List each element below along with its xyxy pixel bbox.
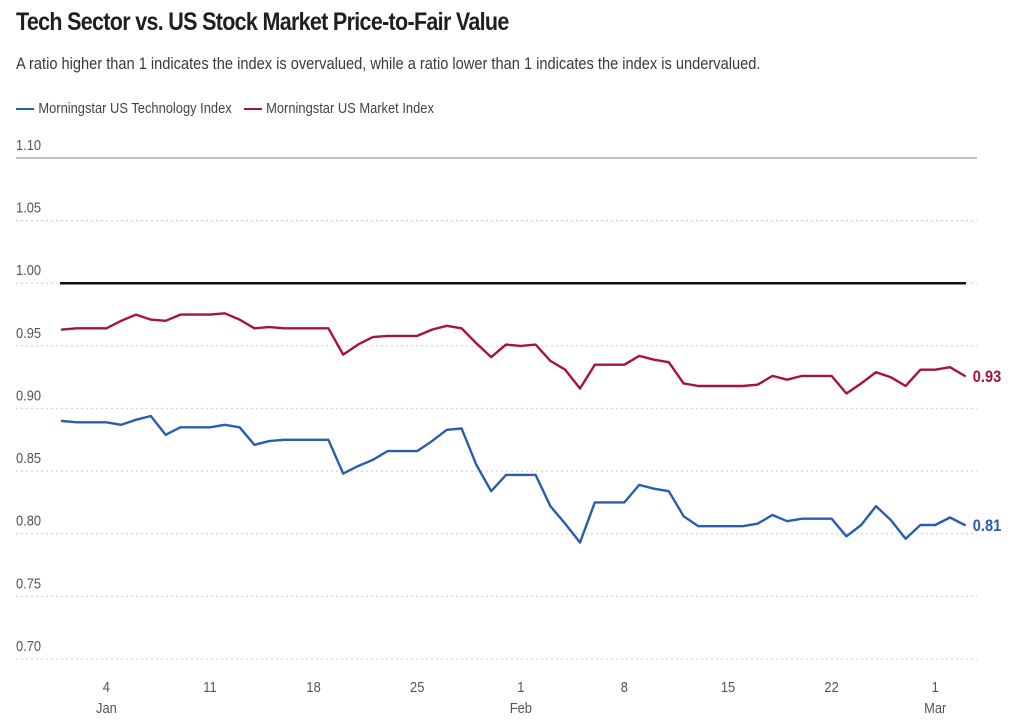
x-month-label: Jan: [96, 699, 117, 716]
y-tick-label: 1.10: [16, 136, 41, 153]
x-tick-label: 11: [203, 678, 217, 695]
y-tick-label: 0.80: [16, 512, 41, 529]
legend-swatch-market: [243, 107, 262, 110]
x-tick-label: 8: [621, 678, 628, 695]
y-tick-label: 0.95: [16, 324, 41, 341]
y-tick-label: 1.00: [16, 261, 41, 278]
series-line-market: [60, 312, 966, 395]
y-tick-label: 0.75: [16, 574, 41, 591]
end-label-tech: 0.81: [973, 517, 1002, 535]
x-tick-label: 18: [306, 678, 321, 695]
y-tick-label: 0.90: [16, 387, 41, 404]
x-month-label: Mar: [924, 699, 947, 716]
x-tick-label: 25: [410, 678, 425, 695]
series-line-tech: [60, 414, 966, 544]
end-label-market: 0.93: [973, 368, 1002, 386]
x-month-label: Feb: [510, 699, 532, 716]
legend: Morningstar US Technology Index Mornings…: [16, 100, 446, 117]
y-tick-label: 0.85: [16, 449, 41, 466]
legend-item-tech: Morningstar US Technology Index: [16, 100, 232, 117]
x-tick-label: 1: [932, 678, 939, 695]
x-tick-label: 22: [824, 678, 839, 695]
y-tick-label: 1.05: [16, 199, 41, 216]
chart-title: Tech Sector vs. US Stock Market Price-to…: [16, 8, 509, 36]
x-tick-label: 1: [517, 678, 524, 695]
legend-item-market: Morningstar US Market Index: [243, 100, 434, 117]
y-tick-label: 0.70: [16, 637, 41, 654]
legend-label-market: Morningstar US Market Index: [266, 100, 434, 117]
x-tick-label: 4: [103, 678, 110, 695]
x-tick-label: 15: [721, 678, 736, 695]
legend-swatch-tech: [16, 107, 35, 110]
legend-label-tech: Morningstar US Technology Index: [38, 100, 232, 117]
chart-subtitle: A ratio higher than 1 indicates the inde…: [16, 54, 761, 73]
